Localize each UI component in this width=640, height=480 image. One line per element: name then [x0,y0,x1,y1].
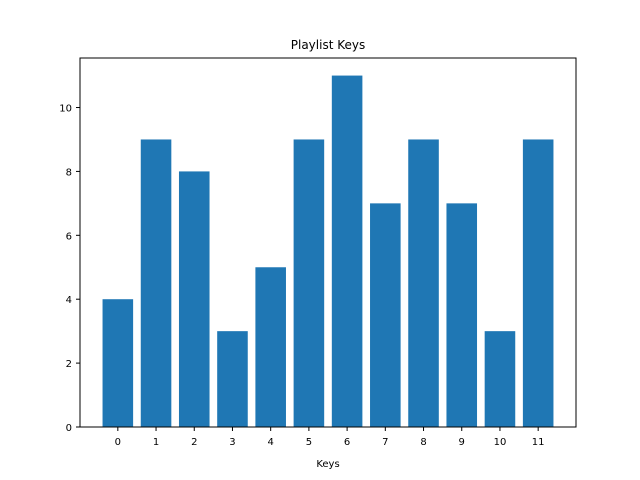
bar-key-5 [293,139,325,427]
x-tick-label: 7 [382,437,388,448]
bar-key-0 [102,299,134,427]
y-tick-label: 6 [66,231,72,242]
y-tick-label: 8 [66,167,72,178]
x-tick-label: 3 [229,437,235,448]
x-tick-label: 2 [191,437,197,448]
y-tick-label: 2 [66,359,72,370]
x-tick-label: 1 [153,437,159,448]
y-tick-label: 4 [66,295,72,306]
y-tick-label: 10 [59,104,72,115]
y-axis-ticks: 0 2 4 6 8 10 [59,104,80,434]
x-axis-ticks: 0 1 2 3 4 5 6 7 8 9 10 11 [115,427,545,448]
x-tick-label: 5 [306,437,312,448]
bar-key-6 [331,75,363,428]
x-tick-label: 9 [459,437,465,448]
x-tick-label: 0 [115,437,121,448]
chart-title: Playlist Keys [291,38,365,52]
bar-key-7 [370,203,401,427]
bar-key-9 [446,203,478,427]
bars-group [102,75,554,428]
x-tick-label: 10 [494,437,507,448]
y-tick-label: 0 [66,423,72,434]
bar-key-3 [217,331,248,427]
bar-key-2 [178,171,210,427]
x-tick-label: 4 [267,437,273,448]
bar-key-10 [484,331,516,427]
bar-key-8 [408,139,439,427]
x-tick-label: 11 [532,437,545,448]
x-axis-label: Keys [316,459,339,470]
plot-area-frame [79,57,577,428]
bar-key-11 [522,139,554,427]
bar-key-1 [140,139,172,427]
bar-key-4 [255,267,286,427]
x-tick-label: 8 [420,437,426,448]
x-tick-label: 6 [344,437,350,448]
